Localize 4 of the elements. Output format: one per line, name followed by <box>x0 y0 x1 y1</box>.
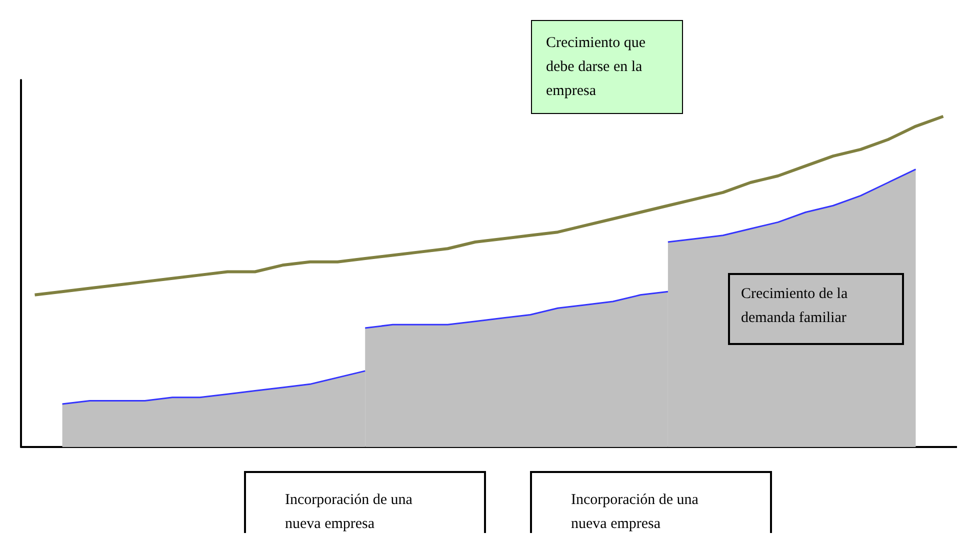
annotation: Crecimiento de la demanda familiar <box>741 286 852 326</box>
text: Crecimiento que debe darse en la empresa <box>546 35 650 99</box>
text: Incorporación de una nueva empresa <box>571 492 702 532</box>
text: Incorporación de una nueva empresa <box>285 492 416 532</box>
